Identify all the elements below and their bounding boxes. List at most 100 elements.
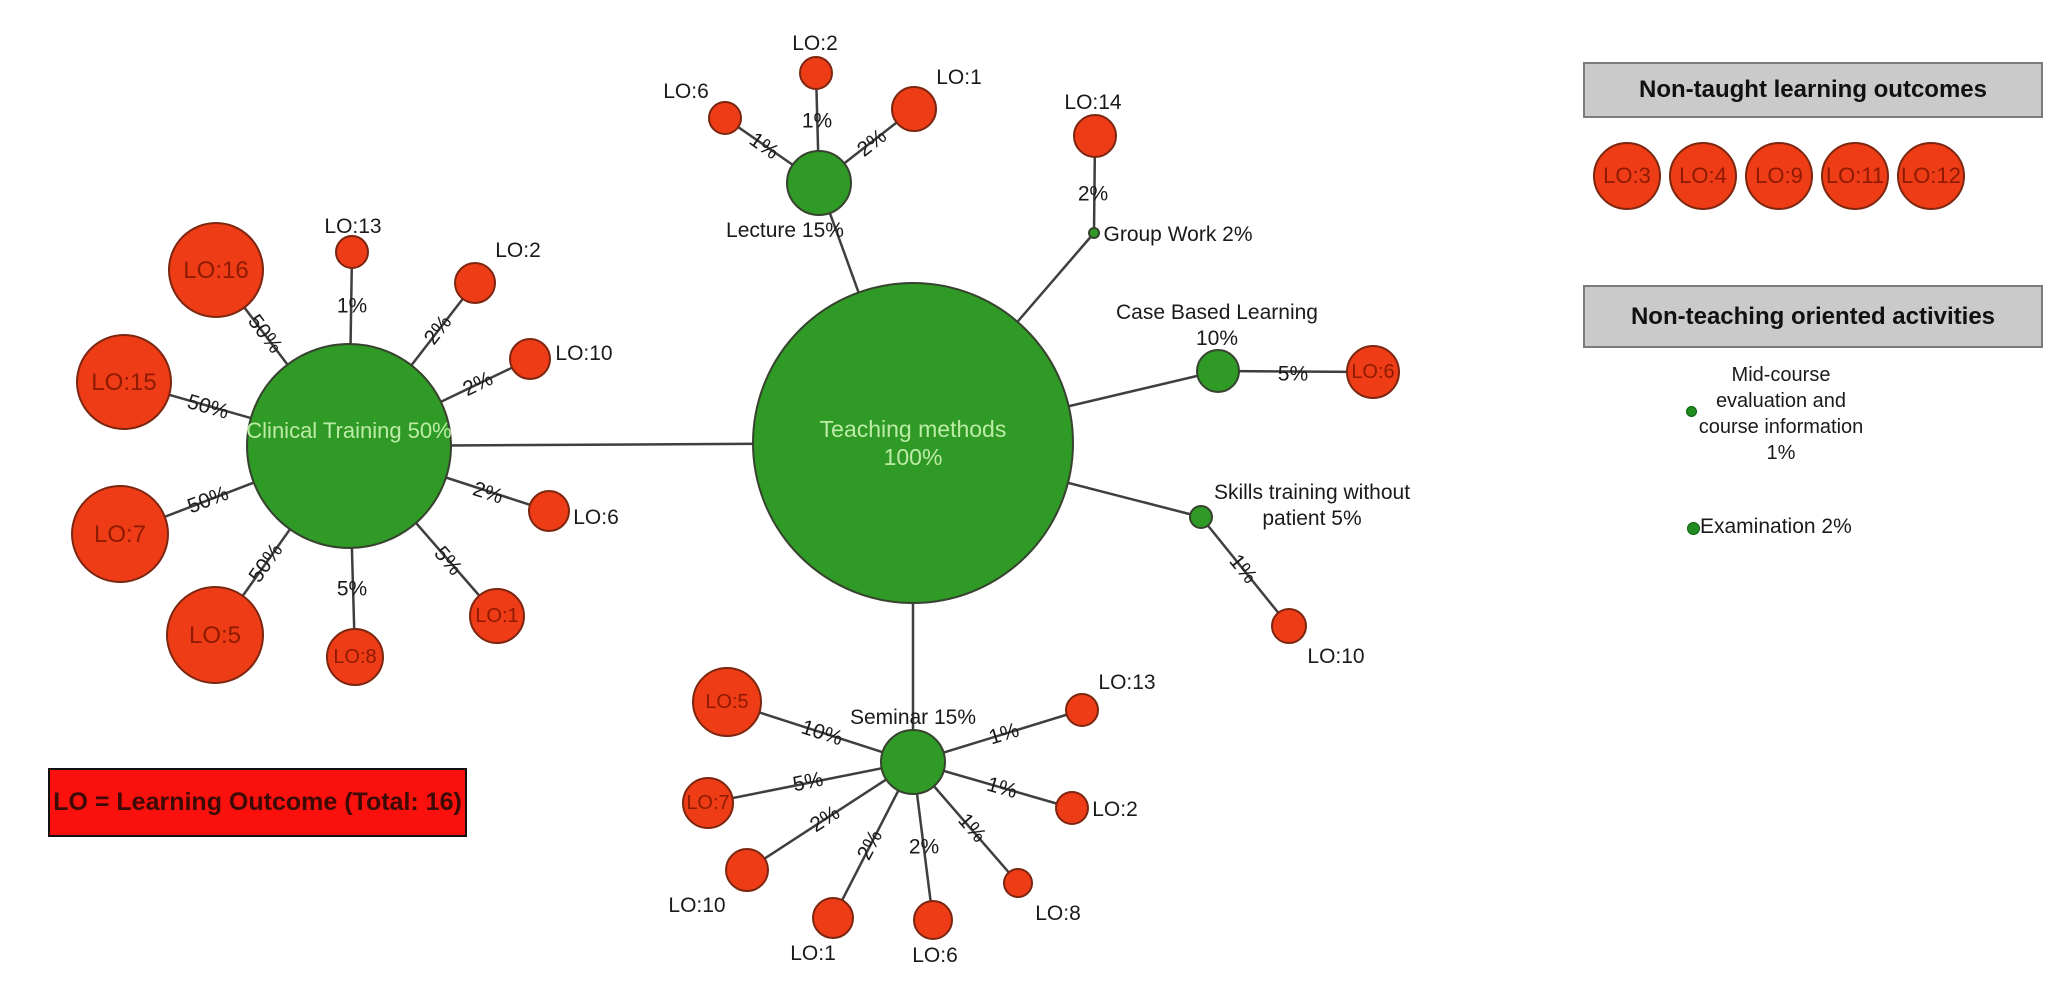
node-s_lo5 — [692, 667, 762, 737]
edge-seminar-s_lo7 — [707, 760, 914, 805]
non-taught-outcomes-header: Non-taught learning outcomes — [1583, 62, 2043, 118]
node-s_lo6 — [913, 900, 953, 940]
activity-examination: Examination 2% — [1700, 515, 1852, 539]
non-teaching-activities-header: Non-teaching oriented activities — [1583, 285, 2043, 348]
edge-percent-cbl-cb_lo6: 5% — [1278, 362, 1309, 385]
edge-percent-seminar-s_lo1: 2% — [853, 826, 887, 864]
label-seminar: Seminar 15% — [850, 706, 976, 729]
outcome-label: LO:11 — [1825, 163, 1885, 188]
label-c_lo15: LO:15 — [91, 369, 156, 396]
edge-percent-clinical-c_lo15: 50% — [185, 390, 232, 424]
node-cb_lo6 — [1346, 345, 1400, 399]
label-s_lo8: LO:8 — [1035, 902, 1081, 925]
edge-percent-lecture-l_lo2: 1% — [802, 110, 832, 133]
node-skills — [1189, 505, 1213, 529]
node-s_lo1 — [812, 897, 854, 939]
node-c_lo13 — [335, 235, 369, 269]
activity-label: Examination — [1700, 515, 1816, 538]
outcome-label: LO:4 — [1679, 163, 1727, 188]
label-l_lo6: LO:6 — [663, 80, 709, 103]
edge-percent-gw-gw_lo14: 2% — [1078, 183, 1108, 206]
node-c_lo10 — [509, 338, 551, 380]
node-sk_lo10 — [1271, 608, 1307, 644]
label-l_lo2: LO:2 — [792, 32, 838, 55]
activity-mid-course: Mid-course evaluation and course informa… — [1686, 362, 1876, 466]
non-taught-outcome-circle: LO:11 — [1821, 142, 1889, 210]
label-sk_lo10: LO:10 — [1307, 645, 1364, 668]
non-taught-outcome-circle: LO:9 — [1745, 142, 1813, 210]
node-s_lo2 — [1055, 791, 1089, 825]
label-cbl: Case Based Learning 10% — [1116, 301, 1318, 350]
node-gw_lo14 — [1073, 114, 1117, 158]
edge-percent-clinical-c_lo6: 2% — [470, 477, 506, 508]
label-s_lo2: LO:2 — [1092, 798, 1138, 821]
edge-percent-seminar-s_lo13: 1% — [986, 719, 1022, 750]
edge-seminar-s_lo10 — [746, 760, 914, 872]
edge-percent-clinical-c_lo2: 2% — [420, 311, 457, 349]
label-s_lo13: LO:13 — [1098, 671, 1155, 694]
label-c_lo8: LO:8 — [333, 646, 376, 668]
node-s_lo10 — [725, 848, 769, 892]
node-c_lo2 — [454, 262, 496, 304]
node-l_lo2 — [799, 56, 833, 90]
node-s_lo8 — [1003, 868, 1033, 898]
lo-abbreviation-legend: LO = Learning Outcome (Total: 16) — [48, 768, 467, 837]
label-c_lo1: LO:1 — [475, 605, 518, 627]
label-c_lo10: LO:10 — [555, 342, 612, 365]
label-c_lo6: LO:6 — [573, 506, 619, 529]
edge-percent-seminar-s_lo7: 5% — [791, 768, 825, 797]
node-clinical — [246, 343, 452, 549]
node-c_lo8 — [326, 628, 384, 686]
node-l_lo6 — [708, 101, 742, 135]
label-skills: Skills training without patient 5% — [1214, 481, 1410, 530]
node-gw — [1088, 227, 1100, 239]
outcome-label: LO:3 — [1603, 163, 1651, 188]
edge-percent-seminar-s_lo10: 2% — [806, 801, 844, 837]
label-cb_lo6: LO:6 — [1351, 361, 1394, 383]
legend-label: LO = Learning Outcome (Total: 16) — [53, 788, 462, 816]
edge-percent-lecture-l_lo6: 1% — [745, 128, 783, 164]
non-taught-outcome-circle: LO:4 — [1669, 142, 1737, 210]
label-c_lo13: LO:13 — [324, 215, 381, 238]
label-clinical: Clinical Training 50% — [246, 418, 451, 443]
activity-percent: 2% — [1821, 515, 1852, 538]
label-s_lo6: LO:6 — [912, 944, 958, 967]
non-taught-outcomes-row: LO:3 LO:4 LO:9 LO:11 LO:12 — [1593, 142, 1965, 210]
non-taught-outcome-circle: LO:12 — [1897, 142, 1965, 210]
label-s_lo7: LO:7 — [686, 792, 729, 814]
label-c_lo16: LO:16 — [183, 257, 248, 284]
label-c_lo5: LO:5 — [189, 622, 241, 649]
outcome-label: LO:12 — [1901, 163, 1961, 188]
edge-percent-clinical-c_lo8: 5% — [337, 578, 367, 601]
edge-percent-seminar-s_lo2: 1% — [984, 773, 1020, 804]
label-gw: Group Work 2% — [1104, 223, 1253, 246]
edge-percent-clinical-c_lo16: 50% — [243, 310, 287, 357]
node-tm — [752, 282, 1074, 604]
node-seminar — [880, 729, 946, 795]
node-lecture — [786, 150, 852, 216]
node-c_lo5 — [166, 586, 264, 684]
edge-skills-sk_lo10 — [1200, 516, 1290, 627]
non-taught-outcome-circle: LO:3 — [1593, 142, 1661, 210]
non-taught-outcomes-title: Non-taught learning outcomes — [1639, 76, 1987, 103]
node-s_lo13 — [1065, 693, 1099, 727]
non-teaching-activities-title: Non-teaching oriented activities — [1630, 302, 1996, 330]
edge-percent-skills-sk_lo10: 1% — [1225, 550, 1262, 588]
node-cbl — [1196, 349, 1240, 393]
label-tm: Teaching methods 100% — [820, 416, 1007, 470]
node-l_lo1 — [891, 86, 937, 132]
edge-percent-clinical-c_lo5: 50% — [244, 539, 287, 587]
node-c_lo15 — [76, 334, 172, 430]
node-s_lo7 — [682, 777, 734, 829]
label-lecture: Lecture 15% — [726, 219, 844, 242]
activity-dot-icon — [1686, 406, 1697, 417]
activity-percent: 1% — [1766, 442, 1796, 464]
label-c_lo2: LO:2 — [495, 239, 541, 262]
edge-percent-clinical-c_lo7: 50% — [184, 482, 231, 519]
activity-label: Mid-course evaluation and course informa… — [1698, 364, 1864, 438]
label-s_lo1: LO:1 — [790, 942, 836, 965]
label-s_lo5: LO:5 — [705, 691, 748, 713]
edge-percent-clinical-c_lo10: 2% — [459, 367, 496, 401]
